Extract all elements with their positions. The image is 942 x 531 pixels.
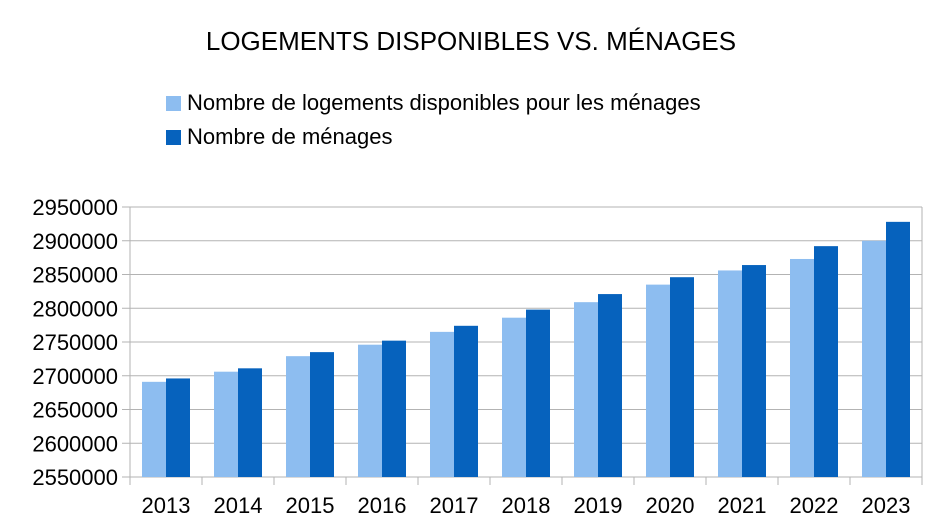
legend-label-logements: Nombre de logements disponibles pour les… (187, 90, 701, 115)
bar-menages-2015 (310, 352, 334, 477)
y-tick-label-0: 2950000 (32, 195, 118, 220)
bar-logements-2022 (790, 258, 814, 477)
bar-logements-2020 (646, 284, 670, 477)
y-tick-label-4: 2750000 (32, 330, 118, 355)
bar-logements-2015 (286, 356, 310, 477)
x-tick-label-2013: 2013 (142, 493, 191, 518)
y-tick-label-3: 2800000 (32, 296, 118, 321)
x-tick-label-2023: 2023 (862, 493, 911, 518)
bar-menages-2020 (670, 277, 694, 477)
bar-menages-2023 (886, 221, 910, 477)
y-tick-label-5: 2700000 (32, 364, 118, 389)
x-tick-label-2021: 2021 (718, 493, 767, 518)
y-tick-label-1: 2900000 (32, 229, 118, 254)
bar-logements-2021 (718, 270, 742, 477)
x-tick-label-2020: 2020 (646, 493, 695, 518)
legend-entry-logements: Nombre de logements disponibles pour les… (166, 86, 701, 120)
y-tick-label-8: 2550000 (32, 465, 118, 490)
y-tick-label-7: 2600000 (32, 431, 118, 456)
legend: Nombre de logements disponibles pour les… (166, 86, 701, 154)
bar-menages-2016 (382, 340, 406, 477)
bar-menages-2018 (526, 309, 550, 477)
x-tick-label-2017: 2017 (430, 493, 479, 518)
bar-logements-2017 (430, 331, 454, 477)
bar-menages-2019 (598, 294, 622, 477)
bar-menages-2017 (454, 325, 478, 477)
bar-menages-2021 (742, 265, 766, 477)
bar-menages-2022 (814, 246, 838, 477)
bar-menages-2013 (166, 378, 190, 477)
bar-logements-2023 (862, 240, 886, 477)
legend-label-menages: Nombre de ménages (187, 124, 393, 149)
legend-swatch-logements (166, 95, 181, 111)
bar-logements-2013 (142, 381, 166, 477)
legend-entry-menages: Nombre de ménages (166, 120, 701, 154)
bar-logements-2014 (214, 371, 238, 477)
bar-logements-2016 (358, 344, 382, 477)
x-tick-label-2018: 2018 (502, 493, 551, 518)
x-tick-label-2015: 2015 (286, 493, 335, 518)
bar-logements-2018 (502, 317, 526, 477)
y-tick-label-2: 2850000 (32, 263, 118, 288)
x-tick-label-2019: 2019 (574, 493, 623, 518)
x-tick-label-2016: 2016 (358, 493, 407, 518)
x-tick-label-2022: 2022 (790, 493, 839, 518)
bar-logements-2019 (574, 302, 598, 477)
chart-title: LOGEMENTS DISPONIBLES VS. MÉNAGES (205, 26, 737, 56)
bar-menages-2014 (238, 368, 262, 477)
y-tick-label-6: 2650000 (32, 398, 118, 423)
x-tick-label-2014: 2014 (214, 493, 263, 518)
legend-swatch-menages (166, 129, 181, 145)
